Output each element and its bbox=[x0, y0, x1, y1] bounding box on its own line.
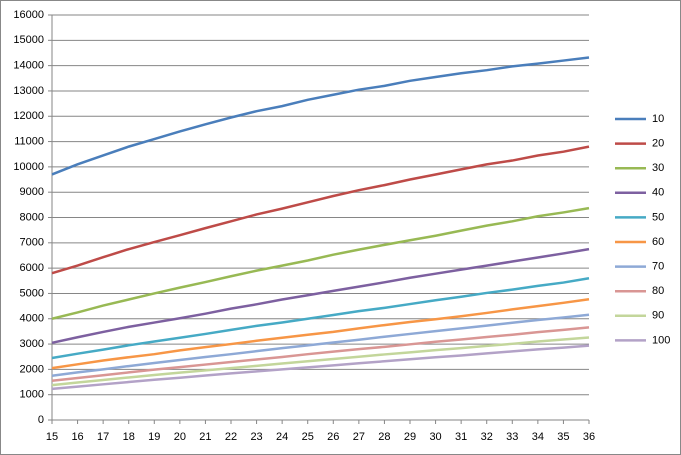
x-tick-label: 28 bbox=[378, 431, 390, 443]
y-tick-label: 5000 bbox=[20, 287, 44, 299]
x-tick-label: 20 bbox=[174, 431, 186, 443]
y-tick-label: 9000 bbox=[20, 186, 44, 198]
legend-label: 80 bbox=[652, 285, 664, 297]
x-tick-label: 33 bbox=[506, 431, 518, 443]
legend-label: 10 bbox=[652, 113, 664, 125]
y-tick-label: 8000 bbox=[20, 211, 44, 223]
x-tick-label: 21 bbox=[199, 431, 211, 443]
y-tick-label: 7000 bbox=[20, 237, 44, 249]
x-tick-label: 27 bbox=[353, 431, 365, 443]
x-tick-label: 25 bbox=[302, 431, 314, 443]
y-tick-label: 16000 bbox=[13, 9, 44, 21]
x-tick-label: 29 bbox=[404, 431, 416, 443]
x-tick-label: 24 bbox=[276, 431, 288, 443]
x-tick-label: 17 bbox=[97, 431, 109, 443]
series-line bbox=[51, 56, 590, 176]
legend-label: 30 bbox=[652, 162, 664, 174]
x-tick-label: 23 bbox=[250, 431, 262, 443]
series-line bbox=[51, 247, 590, 345]
x-tick-label: 30 bbox=[429, 431, 441, 443]
y-tick-label: 11000 bbox=[14, 135, 44, 147]
y-tick-label: 6000 bbox=[20, 262, 44, 274]
x-tick-label: 32 bbox=[481, 431, 493, 443]
legend-label: 60 bbox=[652, 236, 664, 248]
y-tick-label: 4000 bbox=[20, 313, 44, 325]
y-tick-label: 10000 bbox=[13, 161, 44, 173]
x-tick-label: 16 bbox=[71, 431, 83, 443]
series-line bbox=[51, 344, 590, 391]
x-tick-label: 31 bbox=[455, 431, 467, 443]
series-line bbox=[51, 298, 590, 370]
legend-label: 90 bbox=[652, 310, 664, 322]
x-tick-label: 36 bbox=[583, 431, 595, 443]
y-tick-label: 1000 bbox=[20, 389, 44, 401]
y-tick-label: 15000 bbox=[13, 34, 44, 46]
y-tick-label: 14000 bbox=[13, 60, 44, 72]
series-line bbox=[51, 313, 590, 377]
series-line bbox=[51, 277, 590, 360]
legend-label: 40 bbox=[652, 187, 664, 199]
legend-label: 50 bbox=[652, 211, 664, 223]
x-tick-label: 19 bbox=[148, 431, 160, 443]
series-line bbox=[51, 326, 590, 383]
series-line bbox=[51, 145, 590, 275]
legend-label: 100 bbox=[652, 334, 670, 346]
legend-label: 70 bbox=[652, 261, 664, 273]
x-tick-label: 35 bbox=[557, 431, 569, 443]
series-line bbox=[51, 336, 590, 387]
y-tick-label: 2000 bbox=[20, 363, 44, 375]
legend-label: 20 bbox=[652, 138, 664, 150]
y-tick-label: 13000 bbox=[13, 85, 44, 97]
y-tick-label: 0 bbox=[38, 414, 44, 426]
x-tick-label: 15 bbox=[46, 431, 58, 443]
y-tick-label: 3000 bbox=[20, 338, 44, 350]
series-line bbox=[51, 206, 590, 320]
x-tick-label: 22 bbox=[225, 431, 237, 443]
x-tick-label: 34 bbox=[532, 431, 544, 443]
y-tick-label: 12000 bbox=[13, 110, 44, 122]
x-tick-label: 26 bbox=[327, 431, 339, 443]
x-tick-label: 18 bbox=[123, 431, 135, 443]
